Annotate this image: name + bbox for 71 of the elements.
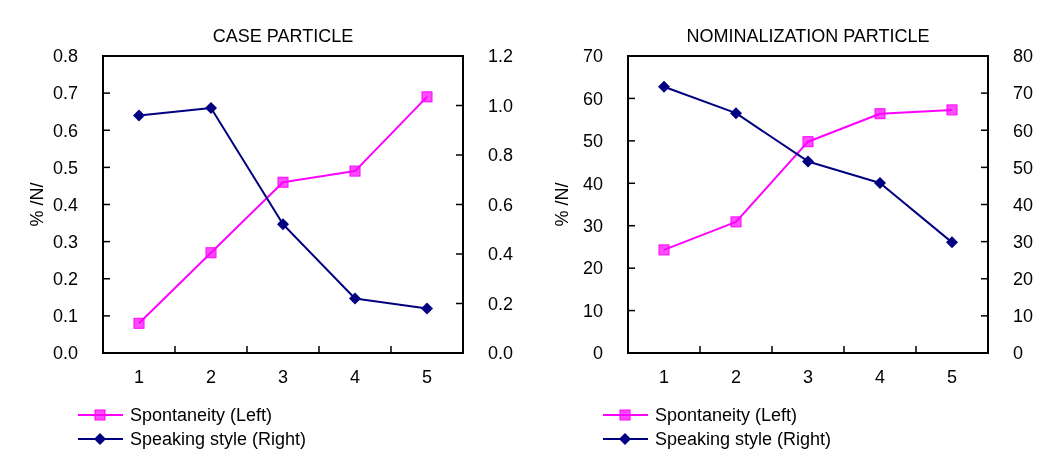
point [658, 80, 670, 93]
y-tick-label: 0.5 [52, 157, 78, 178]
y-tick-label: 0.8 [52, 46, 78, 67]
y-tick-label: 10 [582, 300, 603, 321]
y-tick-label: 0 [592, 343, 603, 364]
y2-tick-label: 0.4 [488, 244, 514, 265]
y2-tick-label: 0.6 [488, 194, 514, 215]
y2-tick-label: 20 [1013, 269, 1034, 290]
y-tick-label: 0.7 [52, 83, 78, 104]
y-tick-label: 70 [582, 46, 603, 67]
y-tick-label: 20 [582, 258, 603, 279]
y2-tick-label: 60 [1013, 120, 1034, 141]
point [802, 155, 814, 168]
chart-title: NOMINALIZATION PARTICLE [686, 26, 930, 46]
y2-tick-label: 40 [1013, 194, 1034, 215]
point [205, 101, 217, 114]
x-tick-label: 5 [946, 367, 958, 387]
point [133, 317, 145, 329]
x-tick-label: 2 [205, 367, 217, 387]
x-tick-label: 1 [658, 367, 670, 387]
legend-label: Speaking style (Right) [655, 429, 832, 450]
y-tick-label: 60 [582, 88, 603, 109]
x-tick-label: 4 [349, 367, 361, 387]
point [946, 236, 958, 249]
point [421, 91, 433, 103]
y2-tick-label: 50 [1013, 157, 1034, 178]
point [730, 216, 742, 228]
y2-tick-label: 1.2 [488, 46, 514, 67]
y-tick-label: 0.4 [52, 194, 78, 215]
point [874, 176, 886, 189]
y2-tick-label: 80 [1013, 46, 1034, 67]
point [658, 244, 670, 256]
point [277, 176, 289, 188]
y2-tick-label: 30 [1013, 231, 1034, 252]
y2-tick-label: 0 [1013, 343, 1024, 364]
y-tick-label: 0.0 [52, 343, 78, 364]
y-axis-title: % /N/ [552, 182, 572, 227]
x-tick-label: 2 [730, 367, 742, 387]
x-tick-label: 1 [133, 367, 145, 387]
point [802, 136, 814, 148]
y-tick-label: 0.3 [52, 231, 78, 252]
x-tick-label: 5 [421, 367, 433, 387]
y2-tick-label: 0.0 [488, 343, 514, 364]
y2-tick-label: 0.8 [488, 145, 514, 166]
point [874, 108, 886, 120]
point [946, 104, 958, 116]
point [349, 165, 361, 177]
y2-tick-label: 0.2 [488, 293, 514, 314]
y-tick-label: 0.1 [52, 306, 78, 327]
x-tick-label: 3 [802, 367, 814, 387]
y2-tick-label: 10 [1013, 306, 1034, 327]
y-tick-label: 30 [582, 216, 603, 237]
y-tick-label: 0.6 [52, 120, 78, 141]
x-tick-label: 4 [874, 367, 886, 387]
y-tick-label: 0.2 [52, 269, 78, 290]
y-tick-label: 40 [582, 173, 603, 194]
y2-tick-label: 1.0 [488, 95, 514, 116]
point [277, 218, 289, 231]
chart-title: CASE PARTICLE [212, 26, 354, 46]
point [349, 292, 361, 305]
point [133, 109, 145, 122]
legend-label: Spontaneity (Left) [130, 405, 273, 426]
legend-label: Speaking style (Right) [130, 429, 307, 450]
point [421, 302, 433, 315]
y-tick-label: 50 [582, 131, 603, 152]
point [730, 107, 742, 120]
legend-label: Spontaneity (Left) [655, 405, 798, 426]
y2-tick-label: 70 [1013, 83, 1034, 104]
x-tick-label: 3 [277, 367, 289, 387]
point [205, 247, 217, 259]
y-axis-title: % /N/ [27, 182, 47, 227]
